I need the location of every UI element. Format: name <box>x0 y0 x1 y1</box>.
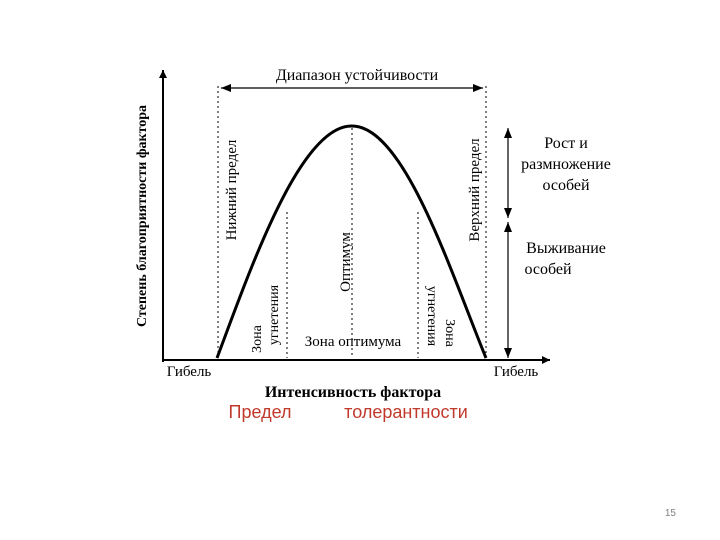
growth-line3: особей <box>542 177 590 194</box>
death-left-label: Гибель <box>167 364 212 380</box>
tolerance-curve <box>215 124 488 359</box>
zone-optimum-label: Зона оптимума <box>305 334 402 350</box>
caption-word-1: Предел <box>229 402 292 422</box>
zone-right-line2: угнетения <box>424 286 439 347</box>
caption-word-2: толерантности <box>344 402 468 422</box>
lower-limit-label: Нижний предел <box>224 139 240 240</box>
zone-left-line2: угнетения <box>267 284 282 345</box>
growth-line2: размножение <box>521 156 611 173</box>
growth-line1: Рост и <box>544 135 588 152</box>
page-number: 15 <box>665 508 677 519</box>
zone-right-line1: Зона <box>442 319 457 348</box>
optimum-label: Оптимум <box>338 232 354 292</box>
y-axis-label: Степень благоприятности фактора <box>135 105 150 327</box>
zone-left-line1: Зона <box>250 324 265 353</box>
range-label: Диапазон устойчивости <box>276 67 439 84</box>
survival-line2: особей <box>524 261 572 278</box>
survival-line1: Выживание <box>526 240 606 257</box>
upper-limit-label: Верхний предел <box>467 138 483 242</box>
death-right-label: Гибель <box>494 364 539 380</box>
x-axis-label: Интенсивность фактора <box>265 384 441 401</box>
